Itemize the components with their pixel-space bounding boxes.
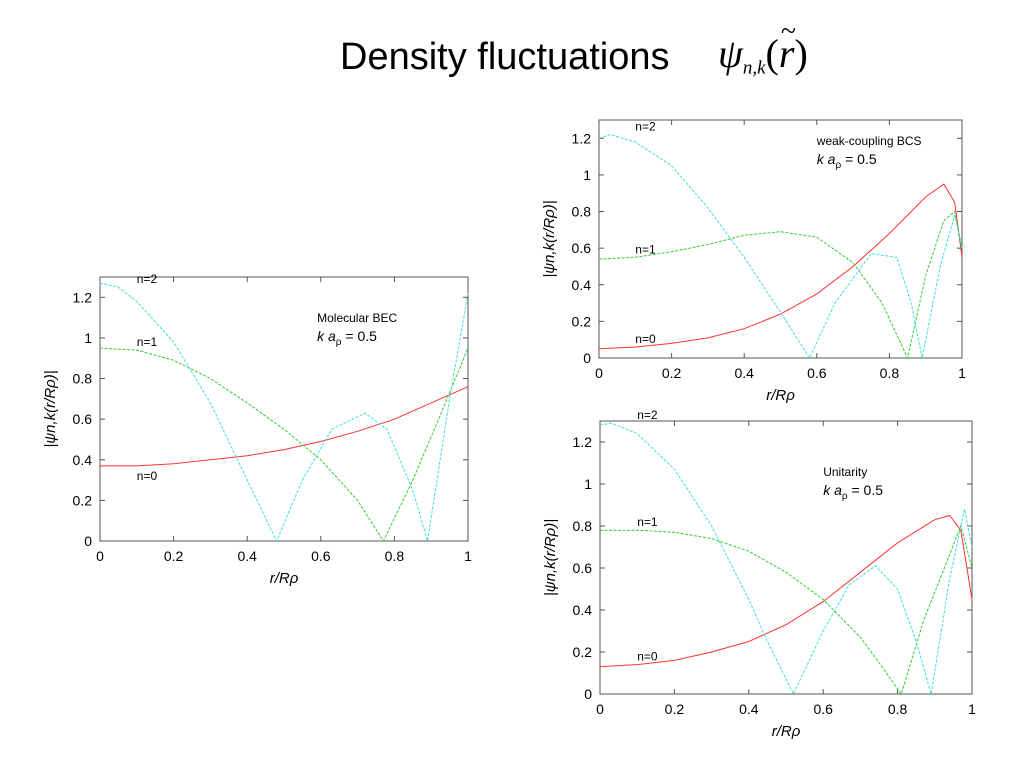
- formula-argument: ~ r: [778, 16, 796, 77]
- series-label: n=1: [637, 515, 658, 529]
- plot-frame: [599, 420, 973, 695]
- series-line-n2: [99, 282, 469, 543]
- series-label: n=2: [635, 120, 656, 134]
- y-tick-label: 0.4: [73, 452, 93, 468]
- annotation-parameter: k aρ = 0.5: [817, 151, 877, 171]
- annotation-parameter: k aρ = 0.5: [823, 482, 883, 502]
- series-label: n=1: [635, 242, 656, 256]
- y-axis-label: |ψn,k(r/Rρ)|: [42, 370, 59, 447]
- x-tick-label: 0: [96, 548, 104, 564]
- formula-argument-letter: r: [778, 31, 795, 76]
- x-tick-label: 0.6: [311, 548, 331, 564]
- y-tick-label: 0.4: [573, 602, 593, 618]
- y-tick-label: 0.8: [572, 204, 592, 220]
- y-axis-label: |ψn,k(r/Rρ)|: [541, 200, 558, 277]
- x-tick-label: 0.8: [888, 701, 908, 717]
- series-line-n1: [600, 524, 973, 696]
- slide-title: Density fluctuations: [340, 36, 670, 78]
- y-tick-label: 0.2: [73, 492, 93, 508]
- parameter-suffix: = 0.5: [848, 482, 884, 498]
- series-line-n0: [598, 183, 963, 350]
- y-tick-label: 0.6: [573, 560, 593, 576]
- series-line-n2: [599, 422, 973, 696]
- x-tick-label: 0: [596, 701, 604, 717]
- x-tick-label: 0.4: [739, 701, 759, 717]
- plot-frame: [598, 119, 963, 359]
- annotation-regime: weak-coupling BCS: [816, 134, 922, 148]
- x-tick-label: 0.8: [385, 548, 405, 564]
- series-label: n=0: [637, 650, 658, 664]
- parameter-subscript: ρ: [336, 337, 342, 348]
- series-label: n=1: [137, 335, 158, 349]
- x-tick-label: 1: [958, 365, 966, 381]
- parameter-prefix: k a: [823, 482, 842, 498]
- y-tick-label: 0: [584, 686, 592, 702]
- wavefunction-formula: ψn,k(~ r): [718, 16, 808, 79]
- y-tick-label: 0.4: [572, 277, 592, 293]
- x-tick-label: 0.2: [665, 701, 685, 717]
- chart-weak-coupling-bcs: 0 0.2 0.4 0.6 0.8 1 0 0.2 0.4 0.6 0.8 1 1.2 n=0 n=1 n=2…: [541, 119, 966, 404]
- parameter-subscript: ρ: [835, 160, 841, 171]
- x-tick-label: 0.6: [813, 701, 833, 717]
- parameter-suffix: = 0.5: [342, 328, 378, 344]
- y-tick-label: 0.2: [572, 313, 592, 329]
- y-tick-label: 1.2: [73, 289, 93, 305]
- series-label: n=2: [637, 408, 658, 422]
- series-line-n1: [99, 347, 469, 543]
- y-axis-label: |ψn,k(r/Rρ)|: [542, 519, 559, 596]
- series-line-n1: [598, 210, 963, 360]
- y-tick-label: 1.2: [572, 130, 592, 146]
- y-tick-label: 0: [84, 533, 92, 549]
- formula-accent: ~: [780, 16, 797, 47]
- x-tick-label: 0: [595, 365, 603, 381]
- parameter-prefix: k a: [317, 328, 336, 344]
- formula-subscript: n,k: [742, 57, 766, 79]
- annotation-regime: Molecular BEC: [317, 311, 397, 325]
- x-tick-label: 0.4: [237, 548, 257, 564]
- y-tick-label: 0.6: [73, 411, 93, 427]
- annotation-parameter: k aρ = 0.5: [317, 328, 377, 348]
- formula-symbol: ψ: [718, 31, 743, 76]
- x-axis-label: r/Rρ: [766, 387, 795, 404]
- y-tick-label: 1: [583, 167, 591, 183]
- y-tick-label: 0.8: [73, 371, 93, 387]
- parameter-subscript: ρ: [842, 491, 848, 502]
- series-label: n=0: [137, 469, 158, 483]
- y-tick-label: 1: [84, 330, 92, 346]
- series-line-n0: [100, 386, 469, 467]
- parameter-suffix: = 0.5: [841, 151, 877, 167]
- series-line-n2: [598, 134, 963, 360]
- x-tick-label: 0.6: [807, 365, 827, 381]
- chart-molecular-bec: 0 0.2 0.4 0.6 0.8 1 0 0.2 0.4 0.6 0.8 1 1.2 n=0 n=1 n=2…: [42, 272, 472, 587]
- series-line-n0: [599, 514, 973, 668]
- x-tick-label: 0.8: [880, 365, 900, 381]
- series-label: n=2: [137, 272, 158, 286]
- x-axis-label: r/Rρ: [772, 723, 801, 740]
- series-label: n=0: [635, 332, 656, 346]
- y-tick-label: 0: [583, 350, 591, 366]
- y-tick-label: 0.2: [573, 644, 593, 660]
- y-tick-label: 1.2: [573, 434, 593, 450]
- chart-unitarity: 0 0.2 0.4 0.6 0.8 1 0 0.2 0.4 0.6 0.8 1 1.2 n=0 n=1 n=2…: [542, 408, 976, 740]
- plot-frame: [99, 276, 469, 542]
- parameter-prefix: k a: [817, 151, 836, 167]
- x-axis-label: r/Rρ: [270, 570, 299, 587]
- y-tick-label: 0.6: [572, 240, 592, 256]
- x-tick-label: 0.4: [734, 365, 754, 381]
- annotation-regime: Unitarity: [823, 465, 867, 479]
- x-tick-label: 0.2: [164, 548, 184, 564]
- y-tick-label: 1: [584, 476, 592, 492]
- x-tick-label: 1: [968, 701, 976, 717]
- y-tick-label: 0.8: [573, 518, 593, 534]
- x-tick-label: 1: [464, 548, 472, 564]
- x-tick-label: 0.2: [662, 365, 682, 381]
